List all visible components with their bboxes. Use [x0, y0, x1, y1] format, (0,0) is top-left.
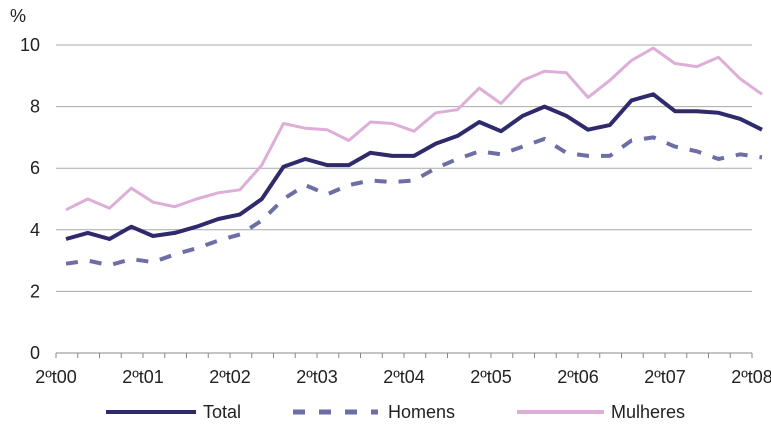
y-tick-label: 8 [30, 97, 40, 117]
x-tick-label: 2ºt04 [383, 367, 425, 387]
legend-label-homens: Homens [388, 402, 455, 422]
series-line-total [65, 92, 763, 241]
x-tick-label: 2ºt06 [557, 367, 599, 387]
x-tick-label: 2ºt08 [731, 367, 771, 387]
x-axis: 2ºt00 2ºt01 2ºt02 2ºt03 2ºt04 2ºt05 2ºt06 2ºt07… [35, 352, 771, 387]
y-axis-ticks: 0 2 4 6 8 10 [20, 35, 40, 363]
y-tick-label: 4 [30, 220, 40, 240]
gridlines [56, 44, 752, 292]
legend-label-total: Total [203, 402, 241, 422]
y-tick-label: 2 [30, 281, 40, 301]
x-tick-label: 2ºt01 [122, 367, 164, 387]
y-tick-label: 0 [30, 343, 40, 363]
x-tick-label: 2ºt07 [644, 367, 686, 387]
series-line-homens [65, 135, 763, 268]
y-tick-label: 10 [20, 35, 40, 55]
series-lines [65, 46, 763, 268]
x-tick-label: 2ºt00 [35, 367, 77, 387]
legend-label-mulheres: Mulheres [611, 402, 685, 422]
y-tick-label: 6 [30, 158, 40, 178]
x-tick-label: 2ºt03 [296, 367, 338, 387]
x-tick-label: 2ºt05 [470, 367, 512, 387]
y-axis-unit-label: % [10, 6, 26, 26]
legend: Total Homens Mulheres [106, 402, 685, 422]
series-line-mulheres [65, 46, 763, 212]
x-tick-label: 2ºt02 [209, 367, 251, 387]
